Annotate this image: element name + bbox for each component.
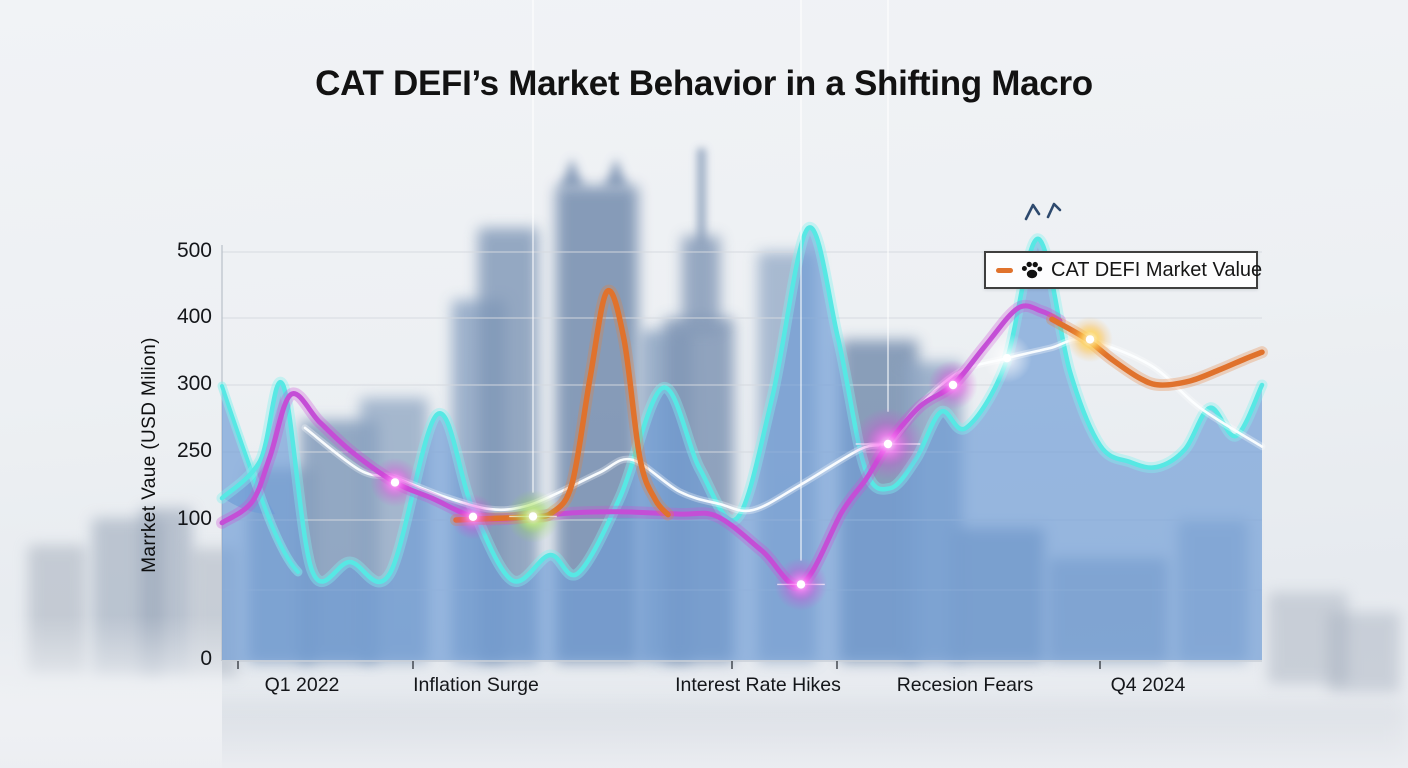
area-fill (222, 227, 1262, 660)
marker-core (1085, 335, 1095, 344)
x-tick-label: Inflation Surge (413, 674, 539, 696)
cat-ears-icon (1022, 200, 1066, 227)
cat-tower-ear-left (560, 158, 584, 188)
y-tick-label: 250 (176, 439, 212, 462)
cyan-area-fill (222, 227, 1262, 660)
marker-core (948, 380, 958, 390)
chart-title: CAT DEFI’s Market Behavior in a Shifting… (315, 64, 1093, 103)
spire-tower-spire (697, 148, 706, 248)
marker-core (390, 478, 400, 487)
marker-core (468, 512, 478, 521)
legend-line-swatch (996, 267, 1013, 273)
y-tick-label: 0 (200, 647, 212, 670)
cat-tower-ear-right (604, 158, 628, 188)
y-tick-label: 400 (176, 305, 212, 328)
marker-core (796, 580, 806, 589)
cyan-decor-strand-core (220, 384, 300, 574)
skyline-tower (1268, 592, 1348, 684)
y-tick-label: 300 (176, 372, 212, 395)
paw-icon (1020, 259, 1044, 281)
marker-core (883, 439, 893, 449)
y-tick-label: 100 (176, 507, 212, 530)
skyline-tower (1328, 612, 1400, 692)
x-tick-label: Recesion Fears (896, 674, 1034, 696)
legend: CAT DEFI Market Value (984, 251, 1262, 289)
cyan_area-line (219, 225, 1265, 585)
marker-core (528, 512, 538, 521)
area-left-wedge (222, 386, 275, 515)
x-tick-label: Q4 2024 (1110, 674, 1186, 696)
legend-label: CAT DEFI Market Value (1051, 258, 1263, 281)
marker-core (1002, 354, 1012, 363)
glow-markers (370, 0, 1113, 612)
y-tick-label: 500 (176, 239, 212, 262)
x-tick-label: Interest Rate Hikes (675, 674, 841, 696)
x-tick-label: Q1 2022 (264, 674, 340, 696)
